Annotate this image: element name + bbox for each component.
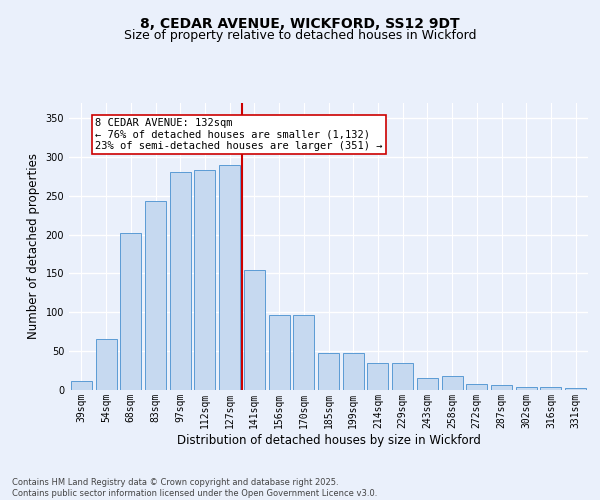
Text: Contains HM Land Registry data © Crown copyright and database right 2025.
Contai: Contains HM Land Registry data © Crown c… [12,478,377,498]
Bar [170,172,191,390]
Bar [219,164,240,390]
X-axis label: Distribution of detached houses by size in Wickford: Distribution of detached houses by size … [176,434,481,446]
Text: Size of property relative to detached houses in Wickford: Size of property relative to detached ho… [124,29,476,42]
Bar [392,363,413,390]
Bar [343,352,364,390]
Bar [269,314,290,390]
Bar [244,270,265,390]
Text: 8 CEDAR AVENUE: 132sqm
← 76% of detached houses are smaller (1,132)
23% of semi-: 8 CEDAR AVENUE: 132sqm ← 76% of detached… [95,118,382,151]
Bar [293,314,314,390]
Bar [466,384,487,390]
Bar [417,378,438,390]
Bar [516,387,537,390]
Bar [145,201,166,390]
Bar [491,386,512,390]
Bar [194,170,215,390]
Bar [541,387,562,390]
Bar [120,233,141,390]
Bar [442,376,463,390]
Bar [367,363,388,390]
Y-axis label: Number of detached properties: Number of detached properties [27,153,40,340]
Bar [318,352,339,390]
Text: 8, CEDAR AVENUE, WICKFORD, SS12 9DT: 8, CEDAR AVENUE, WICKFORD, SS12 9DT [140,18,460,32]
Bar [565,388,586,390]
Bar [71,380,92,390]
Bar [95,340,116,390]
